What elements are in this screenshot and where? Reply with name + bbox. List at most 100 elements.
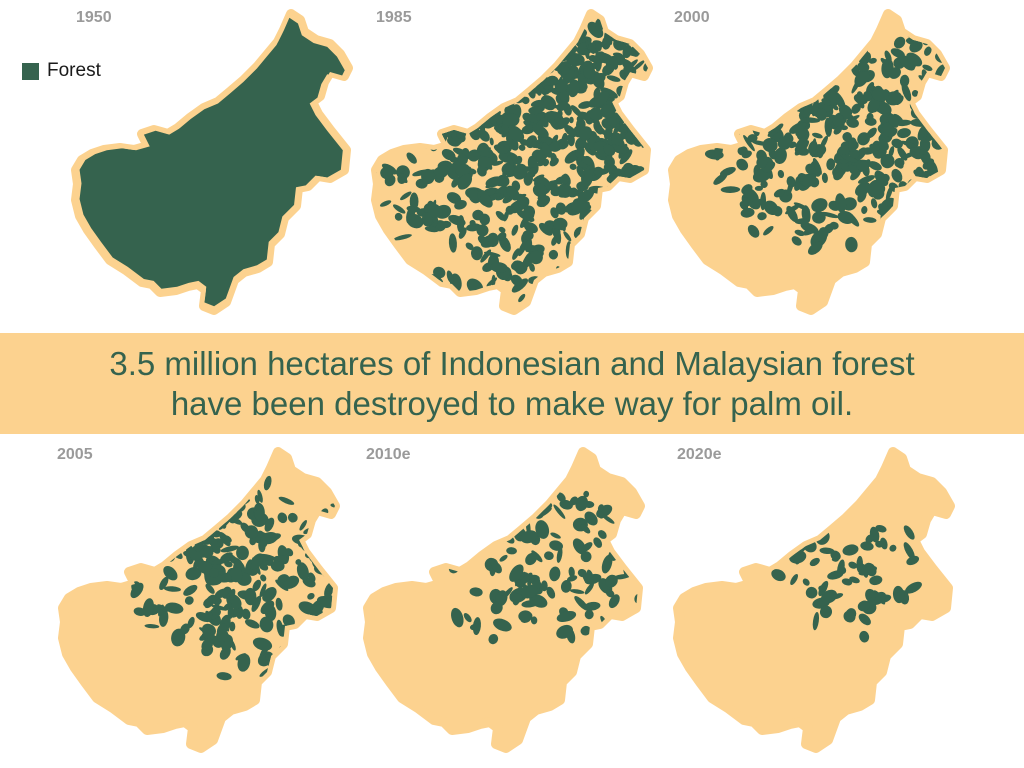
forest-patch	[961, 106, 967, 113]
forest-patch	[449, 101, 465, 112]
forest-patch	[512, 248, 520, 260]
forest-patch	[479, 80, 486, 92]
forest-patch	[159, 576, 169, 590]
forest-patch	[503, 210, 509, 222]
forest-patch	[847, 137, 857, 152]
forest-patch	[641, 122, 648, 131]
forest-patch	[454, 200, 467, 210]
forest-patch	[837, 100, 845, 109]
forest-patch	[192, 500, 203, 511]
forest-patch	[216, 629, 229, 643]
forest-patch	[177, 514, 189, 528]
forest-patch	[719, 166, 736, 177]
forest-patch	[704, 126, 717, 142]
forest-patch	[919, 148, 928, 155]
forest-patch	[262, 587, 277, 602]
forest-patch	[392, 168, 406, 175]
forest-patch	[642, 98, 648, 109]
forest-patch	[160, 525, 171, 538]
headline-line-1: 3.5 million hectares of Indonesian and M…	[109, 344, 915, 382]
forest-patch	[479, 213, 491, 226]
forest-patch	[491, 160, 504, 166]
forest-patch	[628, 198, 634, 205]
forest-patch	[491, 76, 501, 87]
forest-patch	[821, 26, 830, 34]
forest-patch	[237, 653, 251, 672]
forest-patch	[736, 158, 749, 171]
borneo-map-1950	[68, 9, 368, 315]
forest-patch	[187, 500, 199, 509]
forest-patch	[117, 547, 128, 560]
forest-patch	[794, 552, 802, 565]
forest-patch	[190, 492, 208, 508]
forest-patch	[894, 225, 902, 238]
legend: Forest	[22, 60, 101, 82]
forest-patch	[420, 98, 432, 108]
forest-patch	[589, 107, 603, 121]
forest-patch	[482, 26, 490, 35]
forest-patch	[625, 237, 637, 255]
forest-patch	[553, 504, 566, 519]
forest-patch	[506, 185, 520, 200]
forest-patch	[478, 129, 490, 142]
forest-patch	[605, 589, 615, 598]
forest-patch	[861, 206, 868, 214]
forest-patch	[330, 503, 335, 508]
forest-patch	[450, 76, 461, 94]
forest-patch	[747, 134, 758, 143]
forest-patch	[183, 521, 203, 530]
forest-patch	[379, 200, 392, 207]
forest-patch	[582, 573, 588, 581]
forest-patch	[449, 52, 464, 64]
forest-patch	[277, 668, 293, 681]
forest-patch	[807, 241, 823, 255]
forest-patch	[510, 274, 523, 287]
forest-patch	[773, 147, 787, 165]
forest-patch	[528, 45, 544, 59]
forest-patch	[791, 15, 802, 25]
forest-patch	[602, 219, 616, 233]
forest-patch	[928, 105, 934, 119]
forest-patch	[833, 126, 843, 135]
forest-patch	[488, 37, 504, 48]
forest-patch	[920, 235, 928, 245]
forest-patch	[468, 189, 482, 204]
forest-patch	[800, 117, 821, 123]
forest-patch	[186, 468, 204, 485]
cleared-land-area	[673, 447, 955, 753]
forest-patch	[252, 637, 273, 651]
forest-patch	[223, 602, 232, 611]
forest-patch	[632, 268, 646, 284]
forest-patch	[538, 222, 553, 236]
forest-patch	[639, 102, 648, 119]
forest-patch	[144, 624, 160, 629]
forest-patch	[595, 43, 602, 52]
forest-patch	[777, 169, 785, 179]
forest-patch	[408, 16, 416, 22]
forest-patch	[296, 562, 309, 581]
forest-patch	[637, 205, 648, 217]
forest-patch	[619, 149, 633, 165]
forest-area	[79, 17, 345, 307]
forest-patch	[317, 522, 323, 529]
forest-patch	[443, 43, 458, 57]
forest-patch	[453, 64, 469, 75]
forest-patch	[556, 547, 563, 563]
forest-patch	[441, 99, 453, 112]
forest-patch	[728, 107, 741, 123]
forest-patch	[463, 94, 470, 105]
forest-patch	[480, 193, 493, 208]
forest-patch	[471, 109, 480, 118]
forest-patch	[532, 183, 547, 197]
forest-patch	[635, 188, 641, 196]
forest-patch	[523, 120, 530, 126]
forest-patch	[819, 547, 835, 555]
forest-patch	[920, 14, 933, 29]
forest-patch	[912, 234, 919, 247]
forest-patch	[901, 82, 912, 102]
forest-patch	[643, 210, 648, 231]
year-label-2005: 2005	[57, 446, 93, 463]
forest-patch	[458, 227, 467, 239]
forest-patch	[935, 210, 943, 217]
forest-patch	[436, 62, 456, 76]
